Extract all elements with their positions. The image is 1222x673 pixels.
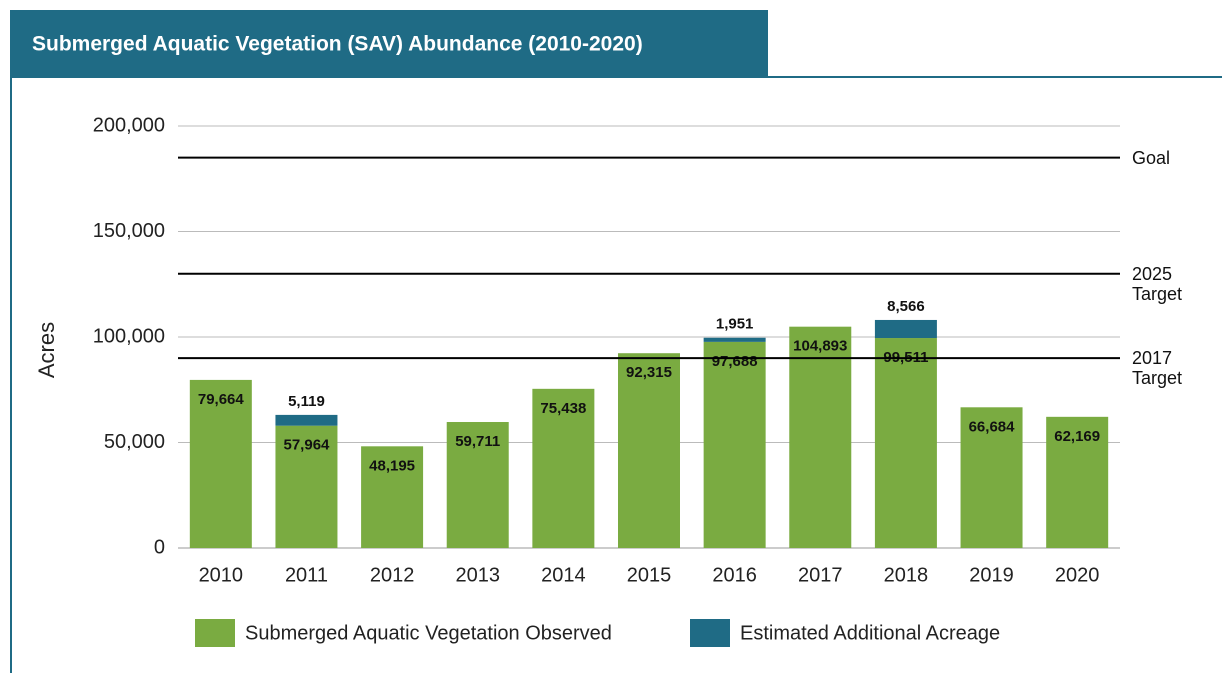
value-label: 97,688 <box>712 353 758 370</box>
bar-segment <box>275 425 338 548</box>
x-tick-label: 2013 <box>455 564 500 586</box>
x-tick-label: 2016 <box>712 564 757 586</box>
bar-segment <box>189 379 252 548</box>
value-label: 66,684 <box>969 418 1016 435</box>
legend-swatch <box>690 619 730 647</box>
legend-label: Estimated Additional Acreage <box>740 622 1000 644</box>
x-tick-label: 2010 <box>199 564 244 586</box>
title-bar <box>10 10 768 78</box>
bar-segment <box>874 319 937 339</box>
bar-segment <box>703 337 766 342</box>
y-axis-label: Acres <box>34 322 59 378</box>
bar-segment <box>960 407 1023 548</box>
bar-segment <box>1046 416 1109 548</box>
x-tick-label: 2018 <box>884 564 929 586</box>
x-tick-label: 2012 <box>370 564 415 586</box>
value-label: 75,438 <box>540 400 586 417</box>
y-tick-label: 150,000 <box>93 220 165 242</box>
y-tick-label: 0 <box>154 536 165 558</box>
value-label: 8,566 <box>887 298 925 315</box>
reference-label: 2025 Target <box>1132 263 1183 304</box>
x-tick-label: 2017 <box>798 564 843 586</box>
value-label: 59,711 <box>455 433 500 450</box>
legend-swatch <box>195 619 235 647</box>
chart-title: Submerged Aquatic Vegetation (SAV) Abund… <box>32 33 643 56</box>
bar-segment <box>361 446 424 548</box>
value-label: 1,951 <box>716 316 754 333</box>
reference-label: 2017 Target <box>1132 348 1183 389</box>
value-label: 92,315 <box>626 364 672 381</box>
y-tick-label: 100,000 <box>93 325 165 347</box>
value-label: 5,119 <box>288 393 325 410</box>
bar-segment <box>874 338 937 548</box>
x-tick-label: 2015 <box>627 564 672 586</box>
bar-segment <box>275 414 338 426</box>
bar-segment <box>446 422 509 548</box>
y-tick-label: 50,000 <box>104 431 165 453</box>
x-tick-label: 2020 <box>1055 564 1100 586</box>
bar-segment <box>532 388 595 548</box>
value-label: 104,893 <box>793 338 847 355</box>
bar-segment <box>703 341 766 548</box>
y-tick-label: 200,000 <box>93 114 165 136</box>
x-tick-label: 2011 <box>285 564 328 586</box>
reference-label: Goal <box>1132 147 1171 168</box>
legend-label: Submerged Aquatic Vegetation Observed <box>245 622 612 644</box>
bar-segment <box>618 353 680 548</box>
value-label: 48,195 <box>369 457 415 474</box>
x-tick-label: 2014 <box>541 564 586 586</box>
value-label: 57,964 <box>284 437 331 454</box>
x-tick-label: 2019 <box>969 564 1014 586</box>
bar-segment <box>789 326 852 548</box>
value-label: 62,169 <box>1054 428 1100 445</box>
value-label: 79,664 <box>198 391 245 408</box>
